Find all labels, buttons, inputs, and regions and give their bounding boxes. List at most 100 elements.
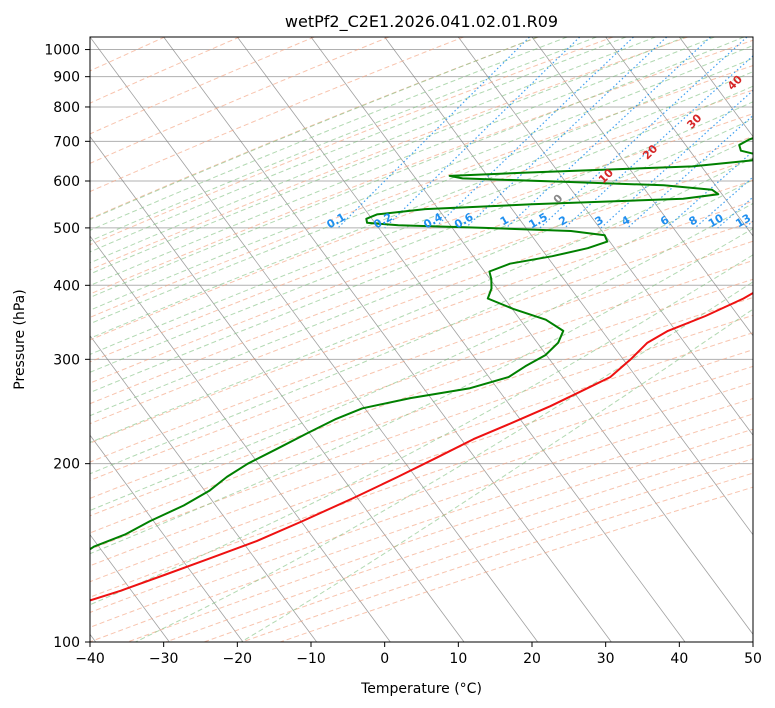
y-tick-label: 800 [53,100,80,116]
dry-adiabat-line [90,65,753,318]
mixing-ratio-line [505,37,711,229]
moist-adiabat-line [90,37,745,299]
moist-adiabat-line [90,37,715,287]
moist-adiabat-line [90,37,686,275]
moist-adiabat-label: 30 [684,111,704,131]
mixing-ratio-line [434,37,634,229]
moist-adiabat-line [90,202,753,511]
x-axis-title: Temperature (°C) [360,681,482,697]
dry-adiabat-line [90,278,753,517]
dry-adiabat-line [90,314,753,551]
mixing-ratio-label: 3 [593,213,606,228]
dry-adiabat-line [280,486,753,642]
moist-adiabat-line [90,37,568,231]
mixing-ratio-line [564,54,753,229]
grid-lines [90,37,753,642]
isotherm-line [237,37,686,642]
moist-adiabat-line [90,44,753,311]
y-tick-label: 600 [53,174,80,190]
plot-frame [89,36,754,643]
x-tick-label: 50 [744,651,762,667]
x-tick-label: 20 [523,651,541,667]
y-tick-label: 1000 [44,43,80,59]
moist-adiabat-line [90,57,753,325]
dry-adiabat-line [90,349,753,583]
dry-adiabat-line [90,365,753,598]
x-tick-label: 10 [449,651,467,667]
axes: −40 −30 −20 −10 0 10 20 30 40 50 100 200 300 400 500 60… [44,43,762,667]
dry-adiabat-line [90,332,753,567]
mixing-ratio-label: 4 [619,213,632,228]
moist-adiabat-line [90,37,538,221]
y-tick-label: 200 [53,457,80,473]
isotherm-line [90,135,465,642]
isotherm-line [90,534,170,642]
dry-adiabat-line [90,179,753,425]
y-tick-label: 900 [53,70,80,86]
isotherm-line [90,235,391,642]
y-tick-label: 700 [53,134,80,150]
isotherm-line [163,37,612,642]
dry-adiabat-line [90,37,688,271]
x-tick-label: −40 [75,651,105,667]
mixing-ratio-line [337,37,530,229]
plot-area [90,37,775,642]
x-tick-label: 0 [380,651,389,667]
mixing-ratio-line [767,37,775,228]
moist-adiabat-line [90,179,753,475]
x-tick-label: 30 [597,651,615,667]
isotherm-line [90,334,318,642]
moist-adiabat-line [90,71,753,339]
dry-adiabat-line [90,397,753,628]
isotherm-line [90,434,244,642]
dry-adiabat-line [90,37,390,164]
y-tick-label: 300 [53,352,80,368]
moist-adiabat-line [90,157,753,443]
y-tick-label: 100 [53,635,80,651]
dry-adiabat-line [90,37,240,104]
moist-adiabat-line [90,37,656,264]
y-axis-title: Pressure (hPa) [12,289,28,389]
dry-adiabat-line [90,37,315,135]
chart-title: wetPf2_C2E1.2026.041.02.01.R09 [285,12,558,32]
guide-lines [90,37,775,642]
isotherm-line [605,37,753,237]
dry-adiabat-line [90,382,753,613]
mixing-ratio-label: 6 [658,213,671,228]
y-tick-label: 400 [53,278,80,294]
dry-adiabat-line [90,158,753,405]
mixing-ratio-line [717,196,753,229]
x-tick-label: −20 [223,651,253,667]
isotherm-line [310,37,753,635]
profile-series [90,137,753,602]
dewpoint-profile [90,137,753,551]
moist-adiabat-label: 20 [640,142,660,162]
dry-adiabat-line [90,37,614,246]
isotherm-line [384,37,753,536]
x-tick-label: −10 [296,651,326,667]
isotherm-line [90,37,539,642]
moist-adiabat-line [90,37,597,242]
dry-adiabat-line [90,37,539,220]
isotherm-line [752,37,753,38]
moist-adiabat-line [90,227,753,555]
guide-labels: 0.10.20.40.611.5234681013-100-90-80-70-6… [325,73,754,232]
isotherm-line [531,37,753,337]
dry-adiabat-line [90,413,753,642]
dry-adiabat-line [90,296,753,534]
dry-adiabat-line [90,113,753,363]
dry-adiabat-line [90,259,753,499]
dry-adiabat-line [90,240,753,481]
isotherm-line [458,37,753,436]
mixing-ratio-label: 1 [498,213,511,228]
temperature-profile [90,291,753,602]
dry-adiabat-line [90,39,753,295]
dry-adiabat-line [90,200,753,444]
y-tick-label: 500 [53,221,80,237]
x-tick-label: 40 [670,651,688,667]
dry-adiabat-line [90,37,464,193]
moist-adiabat-label: 40 [725,73,745,93]
moist-adiabat-line [90,37,627,253]
x-tick-label: −30 [149,651,179,667]
